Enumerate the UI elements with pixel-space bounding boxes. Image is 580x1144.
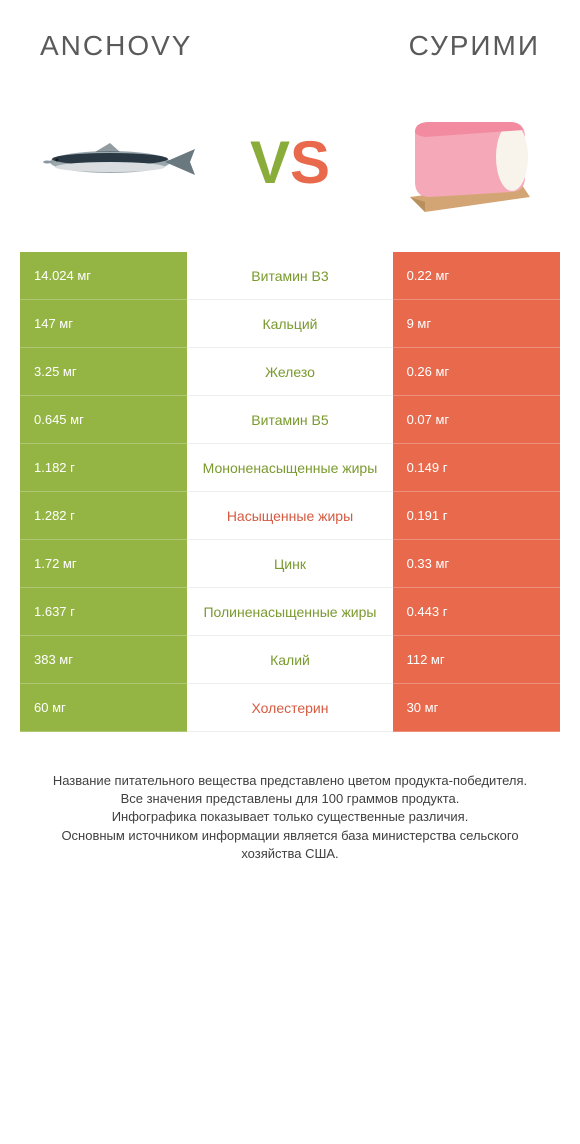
- table-row: 0.645 мгВитамин B50.07 мг: [20, 396, 560, 444]
- nutrient-name-cell: Цинк: [187, 540, 392, 588]
- table-row: 1.637 гПолиненасыщенные жиры0.443 г: [20, 588, 560, 636]
- left-food-title: ANCHOVY: [40, 30, 192, 62]
- right-value-cell: 0.22 мг: [393, 252, 560, 300]
- table-row: 60 мгХолестерин30 мг: [20, 684, 560, 732]
- images-row: VS: [20, 82, 560, 252]
- surimi-image: [370, 102, 550, 222]
- right-value-cell: 0.149 г: [393, 444, 560, 492]
- table-row: 14.024 мгВитамин B30.22 мг: [20, 252, 560, 300]
- footer-line-4: Основным источником информации является …: [40, 827, 540, 863]
- right-value-cell: 0.443 г: [393, 588, 560, 636]
- nutrient-name-cell: Насыщенные жиры: [187, 492, 392, 540]
- right-value-cell: 0.07 мг: [393, 396, 560, 444]
- nutrient-name-cell: Полиненасыщенные жиры: [187, 588, 392, 636]
- left-value-cell: 0.645 мг: [20, 396, 187, 444]
- vs-s-letter: S: [290, 129, 330, 196]
- left-value-cell: 3.25 мг: [20, 348, 187, 396]
- footer-notes: Название питательного вещества представл…: [20, 732, 560, 863]
- left-value-cell: 60 мг: [20, 684, 187, 732]
- footer-line-2: Все значения представлены для 100 граммо…: [40, 790, 540, 808]
- left-value-cell: 147 мг: [20, 300, 187, 348]
- footer-line-3: Инфографика показывает только существенн…: [40, 808, 540, 826]
- nutrient-name-cell: Калий: [187, 636, 392, 684]
- right-value-cell: 30 мг: [393, 684, 560, 732]
- table-row: 383 мгКалий112 мг: [20, 636, 560, 684]
- table-row: 1.72 мгЦинк0.33 мг: [20, 540, 560, 588]
- nutrient-name-cell: Витамин B5: [187, 396, 392, 444]
- right-value-cell: 0.33 мг: [393, 540, 560, 588]
- table-row: 1.282 гНасыщенные жиры0.191 г: [20, 492, 560, 540]
- left-value-cell: 1.72 мг: [20, 540, 187, 588]
- right-value-cell: 9 мг: [393, 300, 560, 348]
- fish-icon: [35, 137, 205, 187]
- table-row: 3.25 мгЖелезо0.26 мг: [20, 348, 560, 396]
- right-value-cell: 0.26 мг: [393, 348, 560, 396]
- left-value-cell: 1.282 г: [20, 492, 187, 540]
- vs-v-letter: V: [250, 129, 290, 196]
- left-value-cell: 1.637 г: [20, 588, 187, 636]
- vs-label: VS: [250, 128, 330, 197]
- right-value-cell: 112 мг: [393, 636, 560, 684]
- nutrient-name-cell: Витамин B3: [187, 252, 392, 300]
- infographic-container: ANCHOVY СУРИМИ VS: [0, 0, 580, 883]
- left-value-cell: 1.182 г: [20, 444, 187, 492]
- table-row: 1.182 гМононенасыщенные жиры0.149 г: [20, 444, 560, 492]
- footer-line-1: Название питательного вещества представл…: [40, 772, 540, 790]
- nutrient-name-cell: Мононенасыщенные жиры: [187, 444, 392, 492]
- header-row: ANCHOVY СУРИМИ: [20, 30, 560, 82]
- anchovy-image: [30, 102, 210, 222]
- left-value-cell: 14.024 мг: [20, 252, 187, 300]
- table-row: 147 мгКальций9 мг: [20, 300, 560, 348]
- nutrient-name-cell: Кальций: [187, 300, 392, 348]
- nutrient-name-cell: Железо: [187, 348, 392, 396]
- nutrient-name-cell: Холестерин: [187, 684, 392, 732]
- surimi-icon: [380, 102, 540, 222]
- left-value-cell: 383 мг: [20, 636, 187, 684]
- nutrition-table: 14.024 мгВитамин B30.22 мг147 мгКальций9…: [20, 252, 560, 732]
- right-food-title: СУРИМИ: [409, 30, 540, 62]
- right-value-cell: 0.191 г: [393, 492, 560, 540]
